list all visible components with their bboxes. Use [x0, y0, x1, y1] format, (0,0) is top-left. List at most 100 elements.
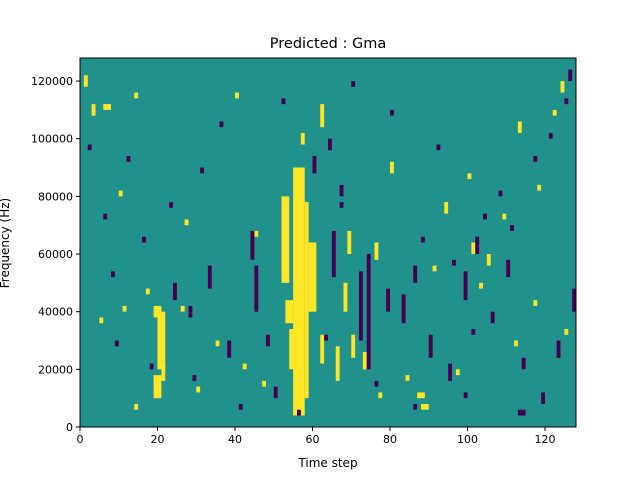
heatmap-cell-low: [273, 386, 278, 399]
heatmap-cell-low: [126, 156, 131, 162]
heatmap-cell-high: [157, 346, 162, 358]
heatmap-cell-high: [374, 242, 379, 260]
heatmap-cell-high: [103, 104, 111, 110]
heatmap-cell-low: [331, 230, 336, 278]
heatmap-cell-low: [250, 230, 255, 260]
x-tick-label: 100: [457, 433, 478, 446]
heatmap-cell-high: [184, 219, 189, 226]
heatmap-cell-high: [533, 300, 538, 306]
heatmap-cell-low: [386, 288, 390, 312]
y-axis-label: Frequency (Hz): [0, 198, 12, 289]
heatmap-cell-low: [436, 144, 441, 151]
heatmap-cell-high: [293, 167, 305, 416]
heatmap-cell-low: [324, 334, 328, 341]
heatmap-cell-high: [281, 196, 290, 283]
heatmap-cell-low: [521, 357, 526, 370]
heatmap-cell-high: [215, 340, 220, 347]
heatmap-cell-low: [359, 271, 363, 341]
heatmap-cell-low: [471, 328, 476, 335]
heatmap-cell-low: [463, 392, 468, 399]
heatmap-cell-low: [142, 236, 146, 243]
heatmap-cell-low: [421, 236, 425, 243]
heatmap-cell-high: [99, 317, 104, 324]
heatmap-cell-high: [262, 380, 266, 387]
heatmap-cell-low: [517, 409, 526, 416]
heatmap-cell-high: [122, 305, 127, 312]
heatmap-cell-low: [173, 282, 177, 301]
heatmap-cell-low: [413, 265, 418, 283]
heatmap-cell-high: [351, 334, 356, 358]
heatmap-cell-low: [572, 288, 576, 312]
heatmap-cell-low: [169, 202, 173, 208]
y-tick-label: 60000: [38, 248, 73, 261]
heatmap-cell-low: [413, 403, 418, 410]
heatmap-cell-low: [351, 81, 356, 87]
heatmap-cell-low: [238, 403, 243, 410]
heatmap-cell-high: [285, 300, 294, 324]
heatmap-cell-high: [320, 334, 325, 364]
x-axis-ticks: 0 20 40 60 80 100 120: [77, 427, 556, 446]
heatmap-cell-low: [483, 213, 487, 220]
chart-title: Predicted : Gma: [270, 36, 386, 52]
heatmap-cell-high: [134, 403, 139, 410]
heatmap-cell-low: [448, 363, 452, 381]
axes-frame: [79, 57, 577, 428]
heatmap-cell-high: [444, 202, 449, 214]
heatmap-cell-high: [378, 392, 383, 399]
heatmap-cell-high: [153, 375, 162, 399]
heatmap-cell-low: [475, 236, 480, 255]
y-tick-label: 20000: [38, 363, 73, 376]
heatmap-cell-low: [188, 305, 193, 318]
heatmap-cell-high: [417, 392, 425, 399]
heatmap-cell-low: [114, 340, 119, 347]
heatmap-cell-low: [498, 190, 503, 197]
heatmap-cell-high: [362, 352, 367, 370]
heatmap-cell-high: [235, 92, 239, 99]
heatmap-cell-high: [421, 403, 429, 410]
heatmap-cell-low: [87, 144, 92, 151]
y-tick-label: 80000: [38, 190, 73, 203]
heatmap-cells: [83, 69, 576, 416]
heatmap-cell-low: [390, 109, 394, 116]
heatmap-cell-high: [153, 305, 162, 318]
heatmap-cell-high: [91, 104, 96, 116]
heatmap-cell-low: [452, 259, 456, 266]
heatmap-cell-low: [149, 363, 154, 370]
heatmap-cell-low: [219, 121, 224, 128]
heatmap-cell-low: [339, 202, 344, 208]
heatmap-cell-low: [568, 69, 573, 82]
heatmap-cell-high: [196, 386, 201, 393]
heatmap-cell-low: [401, 294, 406, 324]
heatmap-cell-low: [339, 184, 344, 197]
x-axis-label: Time step: [297, 456, 357, 470]
heatmap-cell-high: [390, 161, 394, 174]
heatmap-cell-low: [556, 340, 561, 358]
y-tick-label: 0: [66, 421, 73, 434]
heatmap-cell-high: [134, 92, 139, 99]
heatmap-cell-low: [366, 254, 371, 370]
heatmap-cell-high: [304, 202, 309, 399]
x-tick-label: 20: [151, 433, 165, 446]
heatmap-cell-high: [486, 254, 491, 266]
x-tick-label: 80: [383, 433, 397, 446]
x-tick-label: 0: [77, 433, 84, 446]
heatmap-cell-high: [537, 184, 542, 191]
y-tick-label: 40000: [38, 306, 73, 319]
heatmap-cell-high: [118, 190, 123, 197]
heatmap-cell-low: [281, 98, 286, 105]
x-tick-label: 40: [228, 433, 242, 446]
heatmap-cell-low: [297, 409, 301, 416]
heatmap-cell-high: [83, 75, 88, 87]
heatmap-cell-low: [200, 167, 204, 174]
heatmap-cell-high: [552, 109, 557, 116]
heatmap-cell-low: [490, 311, 495, 324]
heatmap-cell-low: [111, 271, 115, 278]
heatmap-cell-high: [471, 242, 476, 255]
heatmap-background: [80, 58, 576, 427]
heatmap-cell-low: [266, 334, 270, 347]
heatmap-cell-low: [541, 392, 545, 404]
heatmap-cell-low: [428, 334, 433, 358]
heatmap-cell-high: [157, 311, 166, 370]
heatmap-cell-low: [103, 213, 108, 220]
